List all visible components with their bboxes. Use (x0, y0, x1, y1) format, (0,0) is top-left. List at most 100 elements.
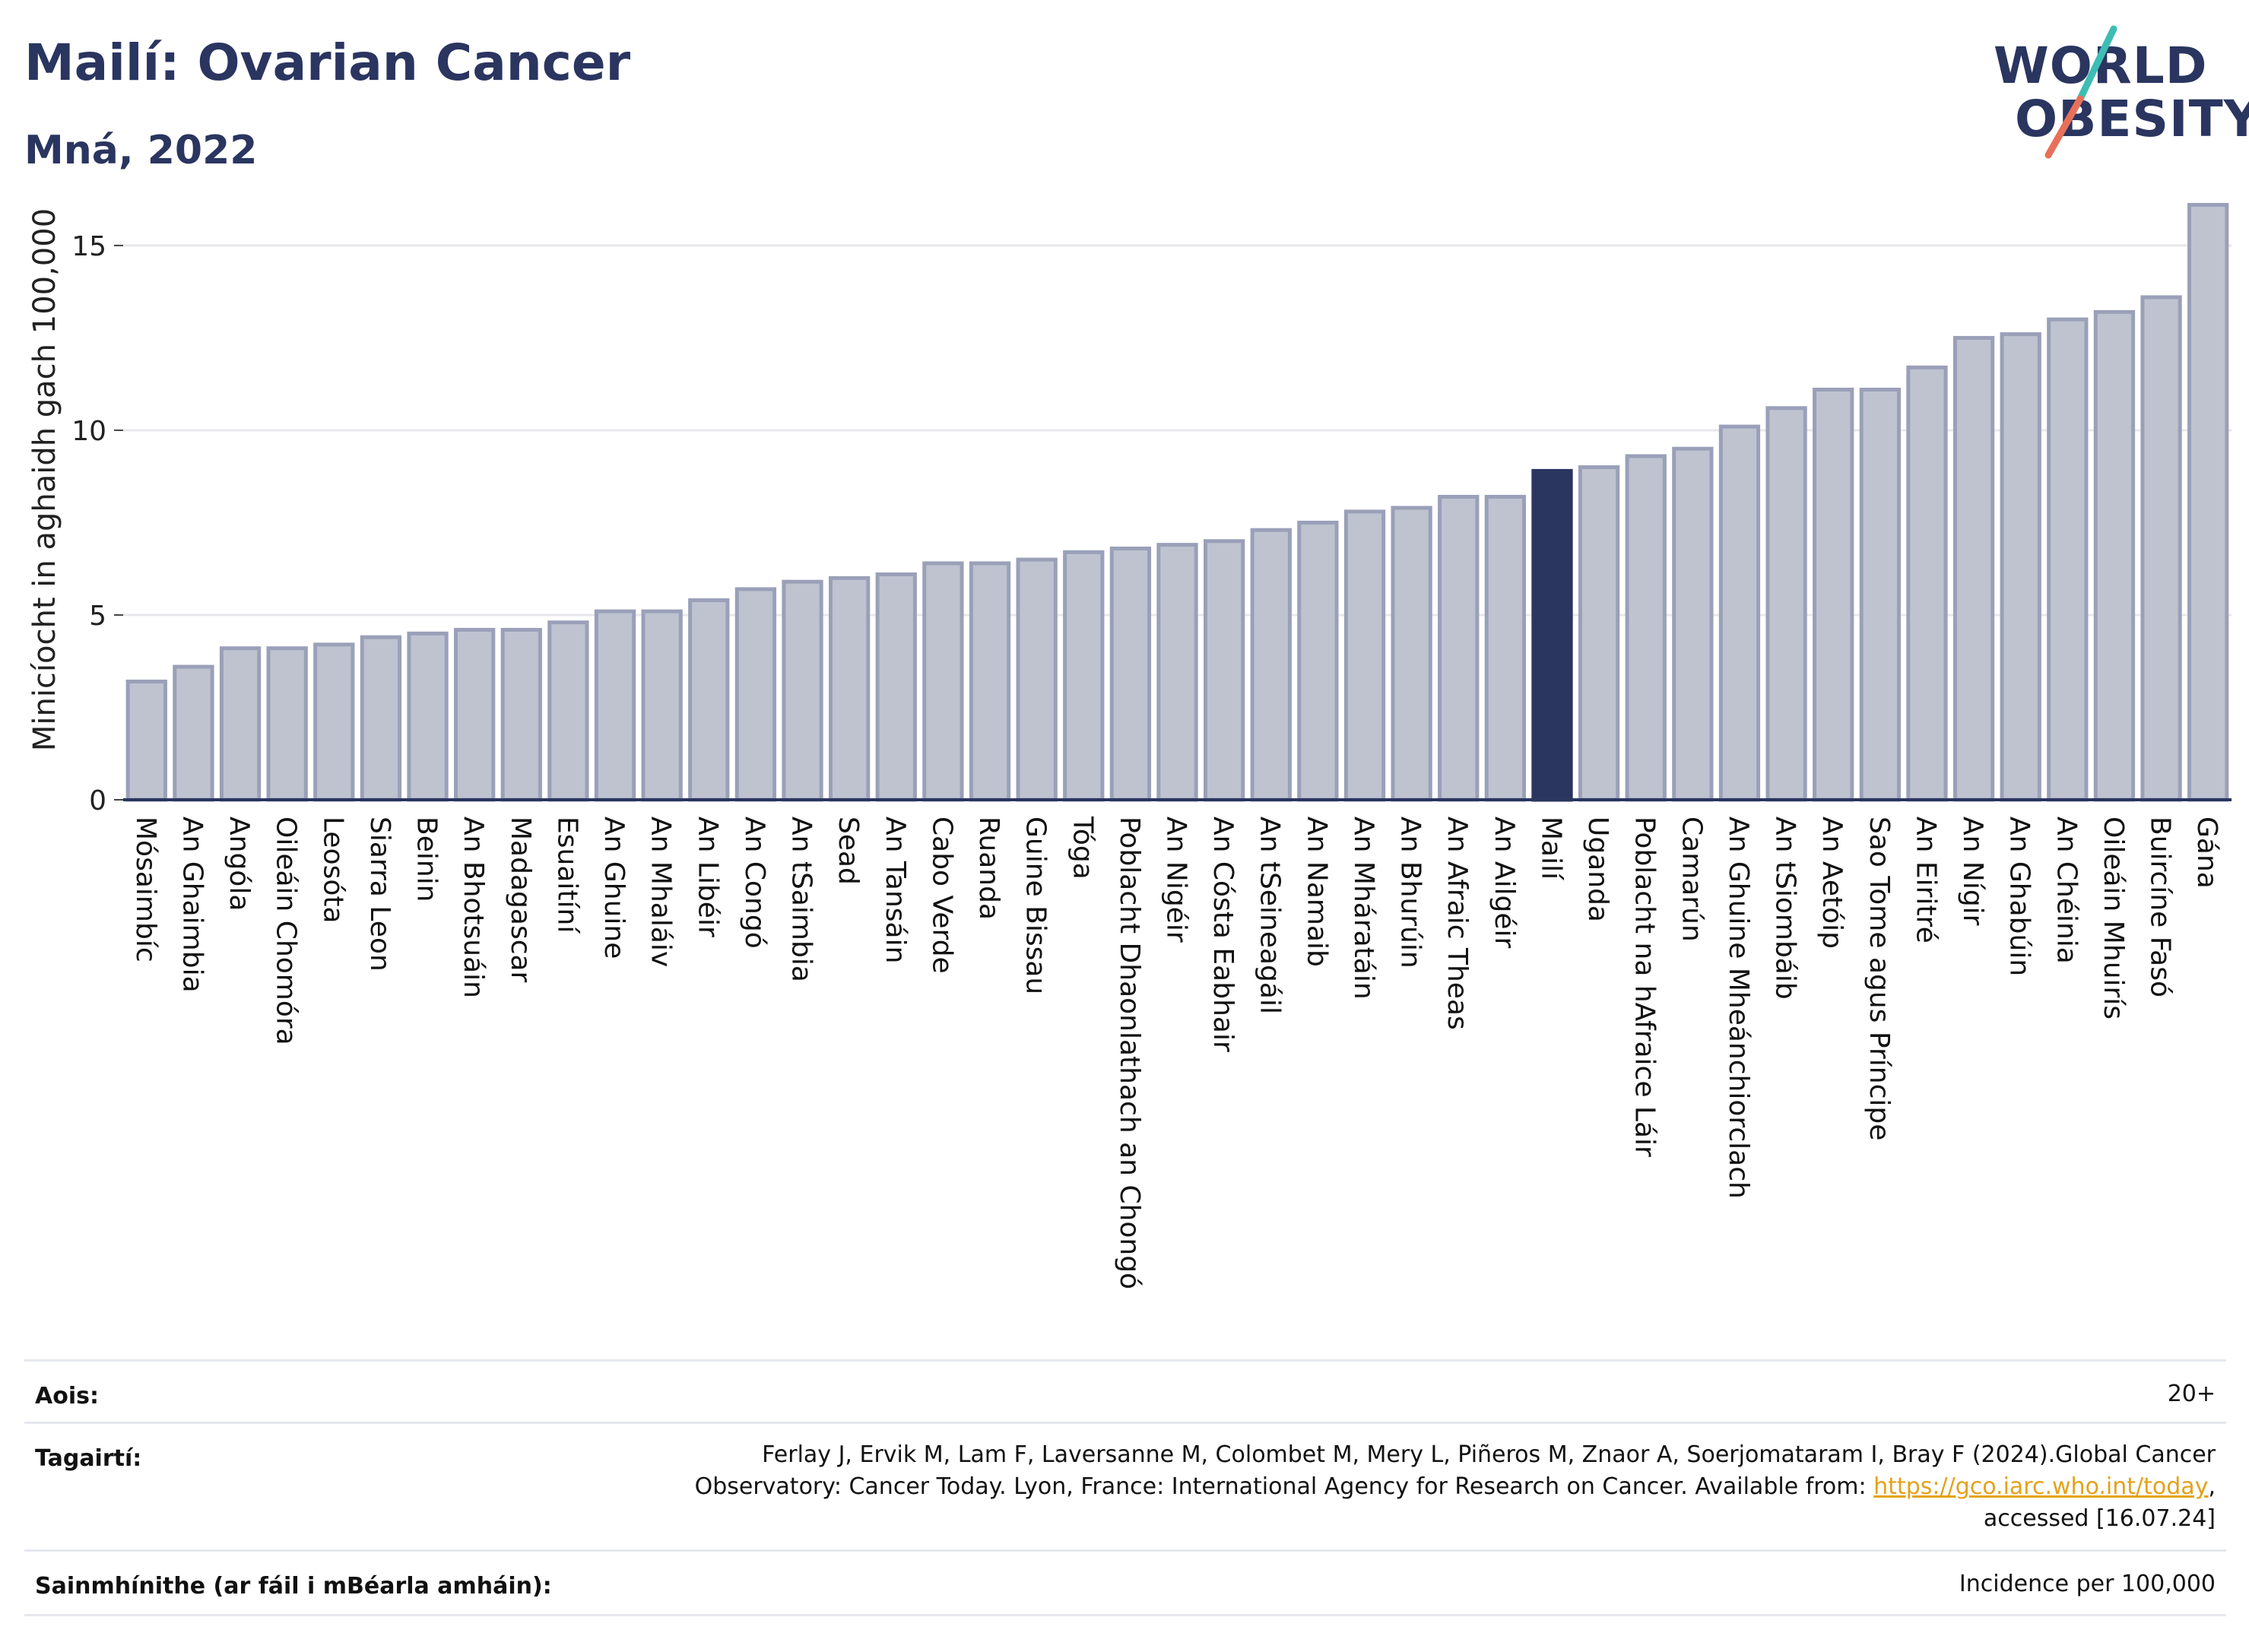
x-tick-label: An Eiritré (1910, 816, 1941, 943)
x-tick-label: Madagascar (505, 816, 536, 983)
references-value: Ferlay J, Ervik M, Lam F, Laversanne M, … (315, 1439, 2216, 1535)
world-obesity-logo: WORLD OBESITY (1984, 23, 2249, 160)
bar (173, 664, 214, 802)
x-tick-label: Oileáin Chomóra (271, 816, 302, 1045)
bar (407, 631, 449, 802)
definitions-label: Sainmhínithe (ar fáil i mBéarla amháin): (35, 1573, 552, 1600)
references-line-3: accessed [16.07.24] (1983, 1505, 2216, 1532)
bar (1156, 543, 1198, 802)
bar (1859, 387, 1901, 802)
references-row: Tagairtí: Ferlay J, Ervik M, Lam F, Lave… (24, 1422, 2226, 1552)
x-tick-label: An Ghaimbia (176, 816, 208, 993)
x-tick-label: An Tansáin (880, 816, 911, 963)
bar (1672, 446, 1714, 802)
x-tick-label: Poblacht Dhaonlathach an Chongó (1114, 816, 1145, 1289)
bar (1438, 494, 1480, 802)
bar (1625, 454, 1667, 802)
references-link[interactable]: https://gco.iarc.who.int/today (1873, 1473, 2209, 1500)
references-line-1: Ferlay J, Ervik M, Lam F, Laversanne M, … (762, 1441, 2216, 1468)
bar (1765, 406, 1807, 802)
x-tick-label: Tóga (1067, 816, 1098, 880)
x-tick-label: Guine Bissau (1020, 816, 1052, 994)
x-tick-label: Cabo Verde (926, 816, 957, 974)
x-tick-label: An Namaib (1301, 816, 1332, 967)
x-tick-label: An Cósta Eabhair (1207, 816, 1239, 1052)
x-tick-label: An Nígir (1957, 816, 1988, 926)
bar (313, 642, 355, 802)
x-tick-label: An Chéinia (2051, 816, 2082, 964)
bar (828, 576, 871, 802)
bar (969, 561, 1011, 802)
definitions-value: Incidence per 100,000 (1959, 1571, 2216, 1597)
bar (2187, 202, 2229, 802)
bar (1016, 557, 1058, 802)
bar-highlight (1531, 468, 1573, 802)
bar (547, 620, 589, 802)
x-tick-label: An tSaimbia (786, 816, 817, 982)
bar (688, 598, 730, 802)
age-value: 20+ (2167, 1381, 2216, 1407)
x-tick-label: An Ghuine Mheánchiorclach (1723, 816, 1754, 1199)
x-tick-label: Buircíne Fasó (2145, 816, 2176, 997)
x-tick-label: An Mháratáin (1348, 816, 1379, 1000)
age-label: Aois: (35, 1383, 99, 1409)
x-tick-label: An Bhotsuáin (458, 816, 489, 998)
x-tick-label: An Bhurúin (1395, 816, 1426, 969)
x-tick-label: Beinin (411, 816, 443, 902)
x-tick-label: Mósaimbíc (130, 816, 161, 962)
x-tick-label: Uganda (1582, 816, 1613, 922)
y-tick-label: 5 (89, 601, 106, 632)
logo-word-world: WORLD (1994, 36, 2208, 95)
x-tick-label: An Congó (739, 816, 770, 949)
references-line-2: Observatory: Cancer Today. Lyon, France:… (315, 1471, 2216, 1503)
bar (1952, 335, 1995, 802)
x-axis-labels: Mósaimbíc An Ghaimbia Angóla Oileáin Chomór… (130, 816, 2222, 1289)
bar (1250, 528, 1292, 802)
bar (1063, 550, 1105, 802)
x-tick-label: An Afraic Theas (1442, 816, 1473, 1030)
bar (1484, 494, 1527, 802)
age-row: Aois: 20+ (24, 1359, 2226, 1424)
x-tick-label: Poblacht na hAfraice Láir (1629, 816, 1661, 1157)
bar (1578, 465, 1620, 802)
x-tick-label: An Ghabúin (2004, 816, 2035, 976)
x-tick-label: An Nigéir (1161, 816, 1192, 943)
bar (2140, 295, 2182, 802)
bar (922, 561, 964, 802)
bar (219, 646, 262, 802)
logo-word-obesity: OBESITY (2015, 90, 2249, 148)
bar (782, 579, 823, 802)
x-tick-label: Esuaitíní (551, 816, 582, 934)
x-tick-label: An Mhaláiv (646, 816, 677, 967)
bar (360, 635, 402, 802)
logo-slash-icon (2044, 25, 2117, 159)
definitions-row: Sainmhínithe (ar fáil i mBéarla amháin):… (24, 1549, 2226, 1616)
bar (594, 609, 636, 802)
x-tick-label: Sao Tome agus Príncipe (1864, 816, 1895, 1140)
x-tick-label: Sead (833, 816, 864, 885)
references-label: Tagairtí: (35, 1445, 142, 1472)
bar (500, 627, 542, 802)
x-tick-label: Gána (2191, 816, 2222, 889)
x-tick-label: Ruanda (973, 816, 1004, 920)
bar (1906, 365, 1948, 802)
x-tick-label: An Aetóip (1816, 816, 1848, 949)
y-tick-label: 0 (89, 785, 106, 816)
x-tick-label: An tSiombáib (1770, 816, 1801, 1000)
y-axis-ticks: 0 5 10 15 (71, 231, 123, 816)
y-axis-label: Minicíocht in aghaidh gach 100,000 (27, 208, 62, 751)
bar (2047, 317, 2089, 802)
bar (641, 609, 683, 802)
x-tick-label: An Ghuine (598, 816, 630, 959)
y-tick-label: 10 (71, 416, 106, 447)
x-tick-label: An Libéir (692, 816, 723, 937)
chart-title: Mailí: Ovarian Cancer (24, 33, 631, 92)
x-tick-label: Oileáin Mhuirís (2098, 816, 2129, 1019)
bar (734, 587, 777, 802)
bar (1813, 387, 1854, 802)
bar-chart: 0 5 10 15 Mósaimbíc An Ghaimbia Angóla Oileáin… (27, 202, 2232, 1289)
x-tick-label: An tSeineagáil (1255, 816, 1286, 1014)
bar (2093, 309, 2136, 802)
x-tick-label: Camarún (1676, 816, 1707, 942)
bar (1718, 424, 1761, 802)
